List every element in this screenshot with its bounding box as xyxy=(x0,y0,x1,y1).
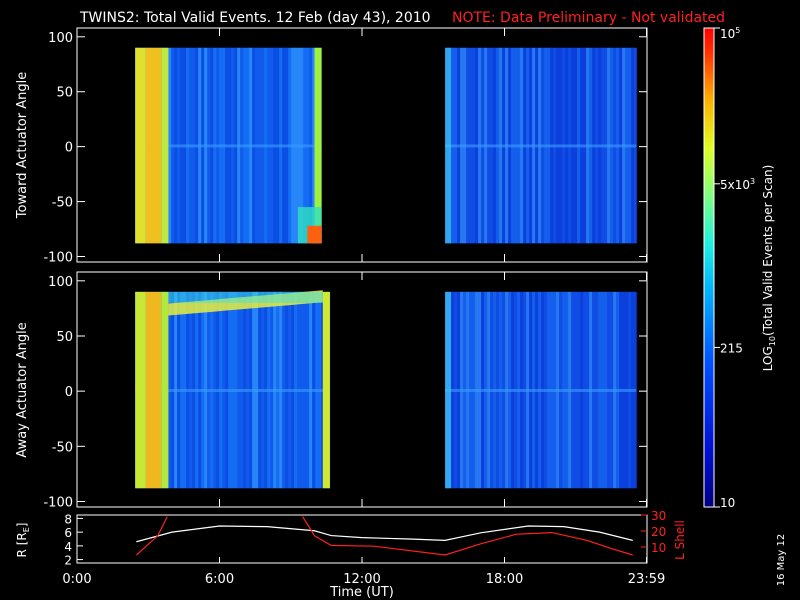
colorbar-tick-label: 105 xyxy=(720,26,740,41)
colorbar-tick-label: 5x103 xyxy=(720,177,755,192)
colorbar: 10 215 5x103 105 LOG10(Total Valid Events p… xyxy=(703,26,777,510)
y-tick-label: 50 xyxy=(56,330,73,345)
r-tick-label: 8 xyxy=(64,512,72,526)
time-x-axis: 0:00 6:00 12:00 18:00 23:59 xyxy=(62,28,665,587)
colorbar-label: LOG10(Total Valid Events per Scan) xyxy=(761,165,777,372)
lshell-ylabel: L Shell xyxy=(673,520,687,560)
lshell-line xyxy=(135,516,168,556)
y-tick-label: -50 xyxy=(52,440,73,455)
colorbar-tick-label: 215 xyxy=(720,341,743,355)
r-tick-label: 6 xyxy=(64,526,72,540)
away-heatmap-data xyxy=(135,290,638,489)
hot-column xyxy=(135,47,146,244)
ephemeris-panel-frame xyxy=(76,514,648,564)
heatmap-block-2 xyxy=(445,291,638,489)
x-tick-label: 12:00 xyxy=(343,572,380,587)
hot-column xyxy=(145,291,162,489)
colorbar-ticks: 10 215 5x103 105 xyxy=(714,26,755,510)
lshell-tick-label: 20 xyxy=(651,525,666,539)
lshell-y-axis: 10 20 30 xyxy=(641,509,666,555)
toward-heatmap-panel: -100 -50 0 50 100 Toward Actuator Angle xyxy=(15,27,648,266)
x-tick-label: 6:00 xyxy=(205,572,234,587)
edge-column xyxy=(445,47,452,244)
lshell-tick-label: 30 xyxy=(651,509,666,523)
x-tick-label: 0:00 xyxy=(62,572,91,587)
away-heatmap-panel: -100 -50 0 50 100 Away Actuator Angle xyxy=(15,271,648,510)
y-tick-label: 50 xyxy=(56,86,73,101)
lshell-tick-label: 10 xyxy=(651,541,666,555)
ephemeris-lines xyxy=(135,516,633,556)
radius-ylabel: R [RE] xyxy=(15,523,31,558)
preliminary-note: NOTE: Data Preliminary - Not validated xyxy=(452,10,725,26)
date-stamp: 16 May 12 xyxy=(776,534,787,586)
away-y-axis: -100 -50 0 50 100 xyxy=(43,275,647,510)
y-tick-label: 100 xyxy=(48,31,73,46)
hot-corner xyxy=(307,225,322,244)
heatmap-zero-band xyxy=(445,144,637,148)
y-tick-label: 0 xyxy=(65,141,73,156)
lshell-line xyxy=(302,516,633,556)
r-tick-label: 4 xyxy=(64,540,72,554)
r-tick-label: 2 xyxy=(64,554,72,568)
hot-column xyxy=(314,47,322,244)
x-tick-label: 18:00 xyxy=(486,572,523,587)
band-halo xyxy=(168,291,323,303)
heatmap-zero-band xyxy=(135,144,322,148)
hot-column xyxy=(135,291,146,489)
figure-title: TWINS2: Total Valid Events. 12 Feb (day … xyxy=(79,10,431,26)
radius-line xyxy=(136,525,633,543)
heatmap-zero-band xyxy=(445,388,637,392)
y-tick-label: -100 xyxy=(43,495,73,510)
colorbar-gradient xyxy=(703,27,715,508)
y-tick-label: 0 xyxy=(65,385,73,400)
toward-y-axis: -100 -50 0 50 100 xyxy=(43,31,647,266)
hot-column xyxy=(161,291,169,489)
y-tick-label: 100 xyxy=(48,275,73,290)
hot-column xyxy=(161,47,169,244)
toward-heatmap-data xyxy=(135,47,638,244)
edge-column xyxy=(445,291,452,489)
y-tick-label: -100 xyxy=(43,251,73,266)
colorbar-tick-label: 10 xyxy=(720,496,735,510)
heatmap-block-2 xyxy=(445,47,638,244)
x-tick-label: 23:59 xyxy=(628,572,665,587)
y-tick-label: -50 xyxy=(52,196,73,211)
time-xlabel: Time (UT) xyxy=(329,585,394,600)
toward-ylabel: Toward Actuator Angle xyxy=(15,72,30,219)
away-ylabel: Away Actuator Angle xyxy=(15,322,30,457)
hot-column xyxy=(145,47,162,244)
hot-column xyxy=(322,291,330,489)
heatmap-zero-band xyxy=(135,388,330,392)
